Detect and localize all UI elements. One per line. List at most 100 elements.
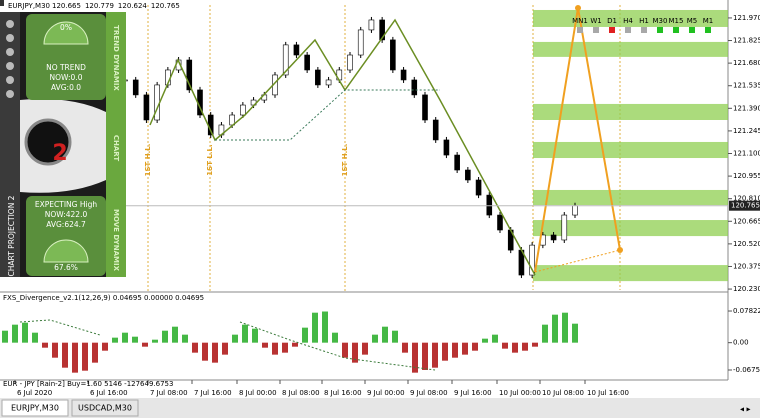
move-percent: 67.6% bbox=[54, 263, 78, 272]
candle bbox=[325, 79, 332, 86]
timeframe-signal bbox=[625, 27, 631, 33]
divergence-line bbox=[19, 319, 101, 336]
scroll-arrows[interactable]: ◂ ▸ bbox=[740, 405, 751, 414]
header-symbol: EURJPY,M30 bbox=[8, 2, 50, 10]
candle bbox=[465, 169, 471, 181]
y-tick-label: 121.825 bbox=[733, 37, 760, 45]
y-tick-label: 120.665 bbox=[733, 217, 760, 225]
histogram-bar bbox=[462, 342, 468, 355]
icon bbox=[6, 76, 14, 84]
tab-label[interactable]: EURJPY,M30 bbox=[11, 404, 59, 413]
candle bbox=[550, 234, 557, 241]
x-tick-label: 8 Jul 16:00 bbox=[324, 389, 362, 397]
timeframe-signal bbox=[705, 27, 711, 33]
price-zone bbox=[533, 41, 728, 57]
histogram-bar bbox=[482, 338, 488, 343]
candle bbox=[186, 59, 193, 91]
trend-title: TREND DYNAMIX bbox=[112, 25, 120, 91]
candle bbox=[368, 19, 375, 31]
logo bbox=[24, 118, 72, 166]
annotation: 1ST H.L. bbox=[341, 144, 349, 177]
timeframe-signal bbox=[593, 27, 599, 33]
projection-line bbox=[534, 249, 621, 273]
histogram-bar bbox=[222, 342, 228, 355]
price-label: 120.765 bbox=[731, 202, 760, 210]
candle bbox=[432, 119, 439, 141]
timeframe-label: H4 bbox=[623, 17, 633, 25]
y-tick-label: 120.955 bbox=[733, 172, 760, 180]
y-tick-label: 120.230 bbox=[733, 285, 760, 293]
projection-point bbox=[617, 247, 623, 253]
timeframe-label: M30 bbox=[653, 17, 668, 25]
candle bbox=[347, 54, 353, 71]
histogram-bar bbox=[82, 342, 88, 371]
move-avg: AVG:624.7 bbox=[46, 220, 86, 229]
histogram-bar bbox=[202, 342, 208, 361]
move-expect: EXPECTING High bbox=[35, 200, 97, 209]
y-tick-label: 0.00 bbox=[733, 339, 749, 347]
quote-value: 120.624 bbox=[118, 2, 147, 10]
histogram-bar bbox=[362, 342, 368, 355]
annotation: 1ST L.L. bbox=[206, 144, 214, 175]
histogram-bar bbox=[172, 326, 178, 343]
tab[interactable] bbox=[71, 399, 139, 417]
histogram-bar bbox=[472, 342, 478, 351]
candle bbox=[486, 194, 493, 216]
histogram-bar bbox=[212, 342, 218, 363]
tab-label[interactable]: USDCAD,M30 bbox=[78, 404, 132, 413]
y-tick-label: 120.810 bbox=[733, 195, 760, 203]
timeframe-label: MN1 bbox=[572, 17, 588, 25]
timeframe-signal bbox=[657, 27, 663, 33]
timeframe-label: M15 bbox=[669, 17, 684, 25]
logo-text: 2 bbox=[52, 141, 67, 166]
candle bbox=[143, 94, 150, 121]
x-tick-label: 6 Jul 2020 bbox=[17, 389, 52, 397]
annotation: 1ST H.L. bbox=[144, 144, 152, 177]
histogram-bar bbox=[32, 332, 38, 343]
trend-dial bbox=[43, 21, 89, 45]
histogram-bar bbox=[252, 328, 258, 343]
tab[interactable] bbox=[1, 399, 69, 417]
histogram-bar bbox=[302, 327, 308, 343]
y-tick-label: 121.245 bbox=[733, 127, 760, 135]
price-box bbox=[729, 200, 760, 211]
candle bbox=[561, 214, 568, 241]
dashboard-panel: 0% NO TREND NOW:0.0 AVG:0.0 TREND DYNAMI… bbox=[0, 12, 126, 277]
timeframe-signal bbox=[689, 27, 695, 33]
panel-strip bbox=[0, 12, 20, 277]
zigzag-line bbox=[149, 18, 536, 276]
histogram-bar bbox=[542, 324, 548, 343]
histogram-bar bbox=[442, 342, 448, 361]
price-zone bbox=[533, 189, 728, 206]
histogram-bar bbox=[502, 342, 508, 349]
timeframe-signal bbox=[609, 27, 615, 33]
histogram-bar bbox=[312, 312, 318, 343]
x-tick-label: 9 Jul 16:00 bbox=[454, 389, 492, 397]
candle bbox=[475, 179, 482, 196]
y-tick-label: -0.06753 bbox=[733, 366, 760, 374]
candle bbox=[529, 244, 535, 276]
histogram-bar bbox=[372, 334, 378, 343]
histogram-bar bbox=[162, 330, 168, 343]
histogram-bar bbox=[332, 332, 338, 343]
x-tick-label: 7 Jul 08:00 bbox=[150, 389, 188, 397]
histogram-bar bbox=[492, 334, 498, 343]
y-tick-label: 121.535 bbox=[733, 82, 760, 90]
histogram-bar bbox=[342, 342, 348, 358]
histogram-bar bbox=[432, 342, 438, 368]
histogram-bar bbox=[402, 342, 408, 353]
histogram-bar bbox=[392, 330, 398, 343]
header-icon bbox=[0, 0, 4, 6]
histogram-bar bbox=[2, 330, 8, 343]
histogram-bar bbox=[452, 342, 458, 358]
x-tick-label: 8 Jul 00:00 bbox=[239, 389, 277, 397]
x-tick-label: 7 Jul 16:00 bbox=[194, 389, 232, 397]
candle bbox=[390, 39, 396, 71]
price-zone bbox=[533, 9, 728, 27]
candle bbox=[497, 214, 503, 231]
y-tick-label: 121.100 bbox=[733, 149, 760, 157]
price-zone bbox=[533, 141, 728, 159]
x-tick-label: 10 Jul 08:00 bbox=[542, 389, 584, 397]
panel-side bbox=[106, 12, 126, 277]
histogram-bar bbox=[92, 342, 98, 363]
